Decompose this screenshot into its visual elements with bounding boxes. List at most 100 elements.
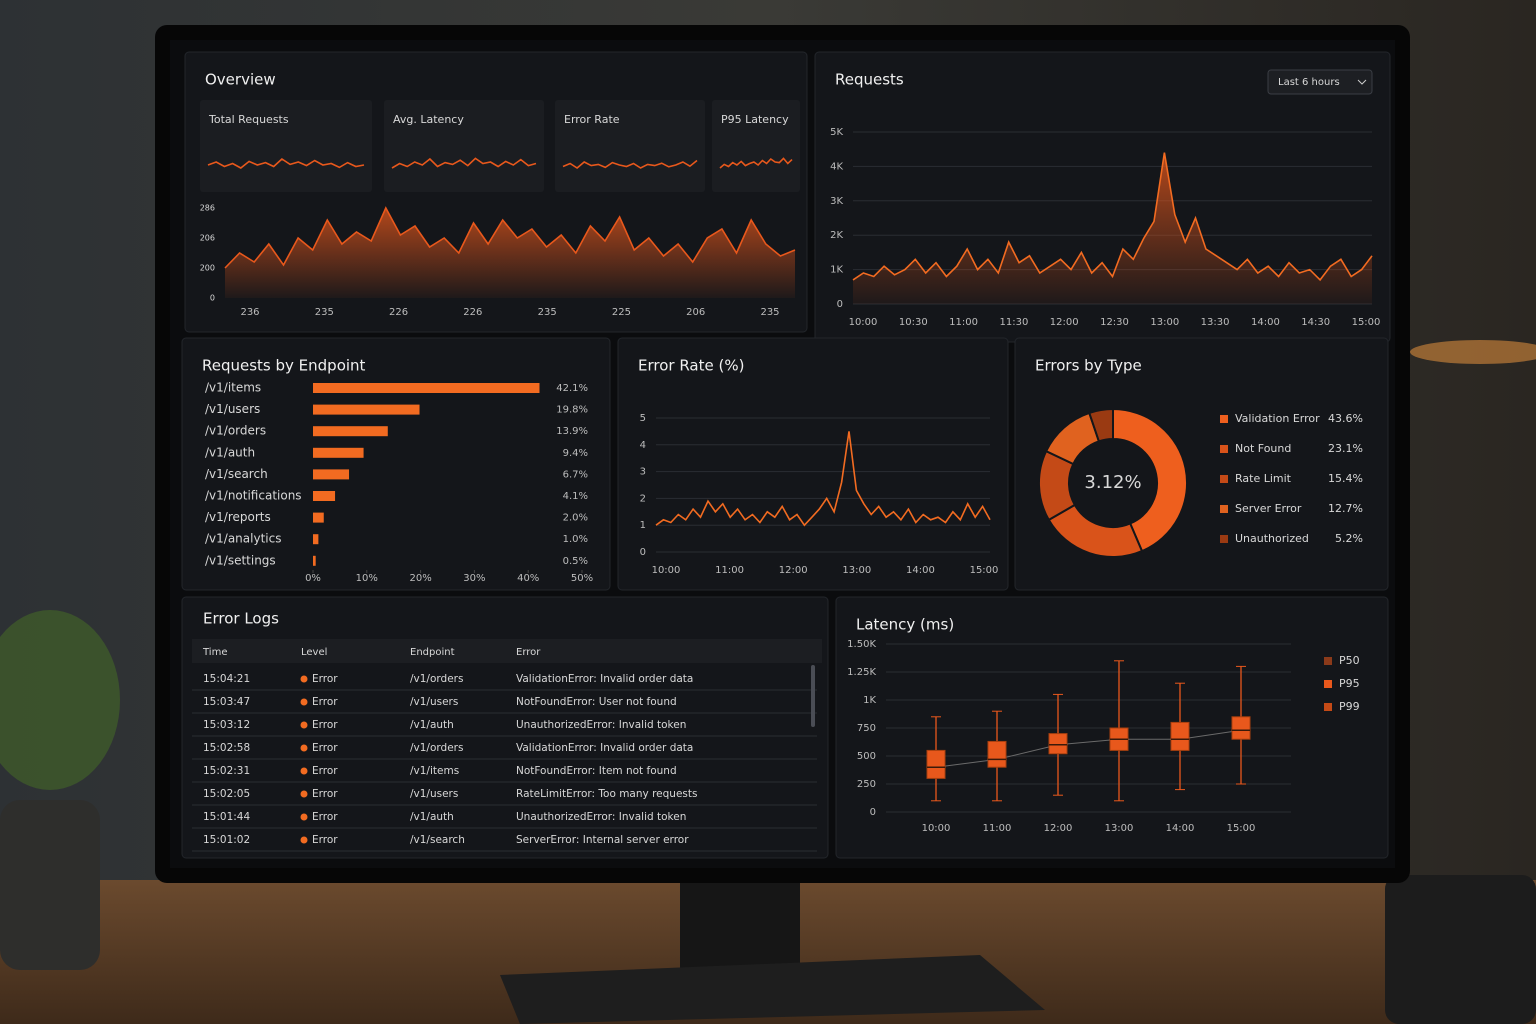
legend-swatch <box>1220 415 1228 423</box>
table-cell: ServerError: Internal server error <box>516 834 689 846</box>
level-dot <box>300 675 308 683</box>
legend-label: Unauthorized <box>1235 532 1309 545</box>
y-tick-label: 1 <box>640 520 646 531</box>
x-tick-label: 235 <box>538 307 557 318</box>
x-tick-label: 226 <box>389 307 408 318</box>
panel <box>617 337 1009 591</box>
donut-center-label: 3.12% <box>1084 472 1141 493</box>
table-cell: UnauthorizedError: Invalid token <box>516 811 686 823</box>
panel-title: Error Logs <box>203 610 279 628</box>
y-tick-label: 3 <box>640 467 646 478</box>
x-tick-label: 10% <box>356 573 378 584</box>
x-tick-label: 14:30 <box>1301 317 1330 328</box>
box <box>1231 716 1251 740</box>
legend-label: P99 <box>1339 700 1360 713</box>
value-label: 42.1% <box>556 383 588 394</box>
value-label: 13.9% <box>556 426 588 437</box>
panel-title: Errors by Type <box>1035 357 1142 375</box>
x-tick-label: 235 <box>315 307 334 318</box>
value-label: 2.0% <box>563 513 588 524</box>
x-tick-label: 30% <box>463 573 485 584</box>
x-tick-label: 11:00 <box>715 565 744 576</box>
donut-slice <box>1112 407 1188 553</box>
table-cell: ValidationError: Invalid order data <box>516 742 693 754</box>
x-tick-label: 10:00 <box>922 823 951 834</box>
panel <box>181 596 829 859</box>
y-tick-label: 250 <box>857 779 876 790</box>
y-tick-label: 1K <box>863 695 876 706</box>
lamp-glow <box>1410 340 1536 364</box>
plant <box>0 610 120 790</box>
table-cell: /v1/items <box>410 765 459 777</box>
y-tick-label: 3K <box>830 196 843 207</box>
value-label: 19.8% <box>556 405 588 416</box>
y-tick-label: 286 <box>200 204 215 213</box>
legend-swatch <box>1220 505 1228 513</box>
range-dropdown[interactable] <box>1267 69 1373 95</box>
legend-value: 15.4% <box>1328 472 1363 485</box>
category-label: /v1/orders <box>205 424 266 438</box>
bar <box>313 426 388 437</box>
x-tick-label: 206 <box>686 307 705 318</box>
y-tick-label: 0 <box>640 547 646 558</box>
range-dropdown-label[interactable]: Last 6 hours <box>1278 77 1340 88</box>
panel-title: Requests <box>835 71 904 89</box>
kpi-card <box>555 100 705 192</box>
y-tick-label: 2 <box>640 493 646 504</box>
value-label: 6.7% <box>563 469 588 480</box>
y-tick-label: 0 <box>210 294 215 303</box>
table-cell: UnauthorizedError: Invalid token <box>516 719 686 731</box>
category-label: /v1/analytics <box>205 532 281 546</box>
table-cell: /v1/users <box>410 788 458 800</box>
y-tick-label: 5K <box>830 127 843 138</box>
table-cell: Error <box>312 811 338 823</box>
value-label: 0.5% <box>563 556 588 567</box>
legend-swatch <box>1220 445 1228 453</box>
y-tick-label: 1K <box>830 265 843 276</box>
value-label: 9.4% <box>563 448 588 459</box>
bar <box>313 383 540 393</box>
category-label: /v1/notifications <box>205 489 302 503</box>
line <box>655 431 991 527</box>
cup <box>1385 875 1536 1024</box>
x-tick-label: 12:00 <box>779 565 808 576</box>
box <box>987 740 1007 768</box>
line <box>852 152 1373 282</box>
bar <box>313 512 324 523</box>
y-tick-label: 0 <box>870 807 876 818</box>
level-dot <box>300 721 308 729</box>
kpi-card <box>384 100 544 192</box>
kpi-label: P95 Latency <box>721 113 789 126</box>
level-dot <box>300 836 308 844</box>
level-dot <box>300 744 308 752</box>
legend-value: 5.2% <box>1335 532 1363 545</box>
x-tick-label: 13:00 <box>1150 317 1179 328</box>
scrollbar <box>811 665 815 727</box>
legend-label: Rate Limit <box>1235 472 1292 485</box>
legend-value: 43.6% <box>1328 412 1363 425</box>
line <box>207 157 365 169</box>
y-tick-label: 750 <box>857 723 876 734</box>
kpi-label: Avg. Latency <box>393 113 464 126</box>
category-label: /v1/reports <box>205 510 271 524</box>
table-cell: Error <box>312 765 338 777</box>
x-tick-label: 0% <box>305 573 321 584</box>
table-cell: Error <box>312 696 338 708</box>
panel-title: Requests by Endpoint <box>202 357 366 375</box>
table-cell: Error <box>312 834 338 846</box>
area <box>225 208 795 298</box>
x-tick-label: 15:00 <box>1227 823 1256 834</box>
kpi-card <box>200 100 372 192</box>
bar <box>313 469 350 480</box>
value-label: 4.1% <box>563 491 588 502</box>
x-tick-label: 10:00 <box>652 565 681 576</box>
table-cell: Error <box>312 673 338 685</box>
bar <box>313 491 336 501</box>
table-cell: NotFoundError: Item not found <box>516 765 677 777</box>
legend-label: Server Error <box>1235 502 1302 515</box>
monitor-neck <box>680 880 800 970</box>
x-tick-label: 40% <box>517 573 539 584</box>
x-tick-label: 14:00 <box>1166 823 1195 834</box>
legend-label: Validation Error <box>1235 412 1320 425</box>
table-cell: /v1/users <box>410 696 458 708</box>
